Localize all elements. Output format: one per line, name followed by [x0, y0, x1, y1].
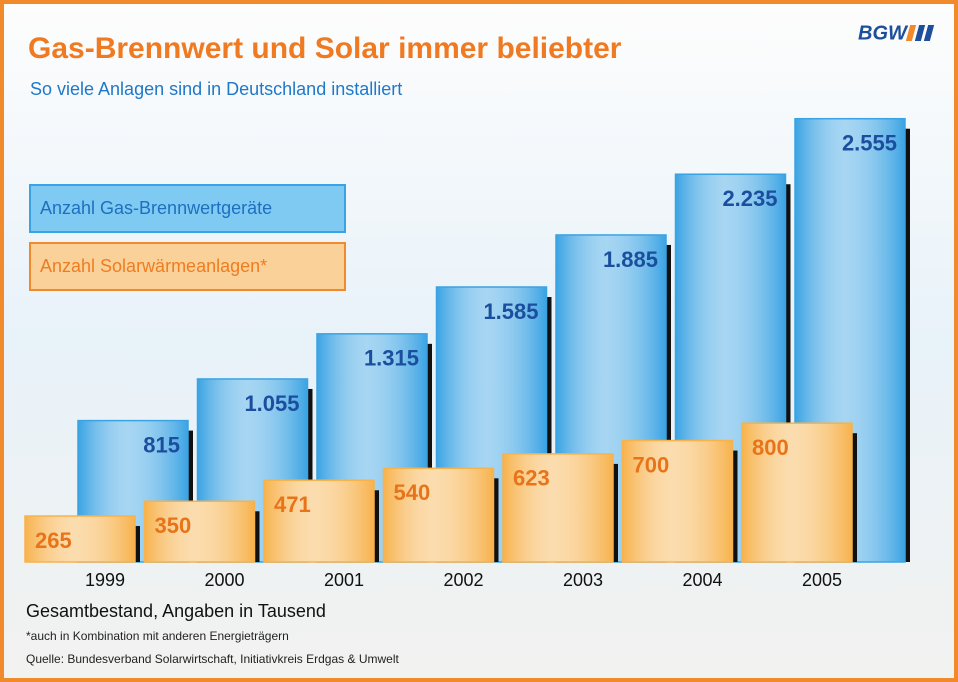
- source: Quelle: Bundesverband Solarwirtschaft, I…: [26, 652, 399, 666]
- value-label: 700: [633, 452, 670, 477]
- value-label: 815: [143, 432, 180, 457]
- value-label: 1.585: [483, 299, 538, 324]
- x-tick-label: 2001: [324, 570, 364, 590]
- x-tick-label: 2003: [563, 570, 603, 590]
- value-label: 265: [35, 528, 72, 553]
- value-label: 623: [513, 466, 550, 491]
- value-label: 350: [155, 513, 192, 538]
- legend-label: Anzahl Solarwärmeanlagen*: [40, 256, 267, 276]
- value-label: 1.315: [364, 346, 419, 371]
- note: Gesamtbestand, Angaben in Tausend: [26, 601, 326, 621]
- logo: BGW: [858, 22, 909, 44]
- x-tick-label: 2002: [443, 570, 483, 590]
- chart: Gas-Brennwert und Solar immer beliebter …: [0, 0, 958, 682]
- x-tick-label: 1999: [85, 570, 125, 590]
- value-label: 1.055: [244, 391, 299, 416]
- value-label: 540: [394, 480, 431, 505]
- value-label: 800: [752, 435, 789, 460]
- x-tick-label: 2004: [682, 570, 722, 590]
- footnote: *auch in Kombination mit anderen Energie…: [26, 629, 289, 643]
- chart-title: Gas-Brennwert und Solar immer beliebter: [28, 32, 622, 65]
- x-tick-label: 2005: [802, 570, 842, 590]
- legend-label: Anzahl Gas-Brennwertgeräte: [40, 198, 272, 218]
- x-tick-label: 2000: [204, 570, 244, 590]
- chart-subtitle: So viele Anlagen sind in Deutschland ins…: [30, 79, 402, 99]
- value-label: 2.555: [842, 131, 897, 156]
- value-label: 471: [274, 492, 311, 517]
- value-label: 1.885: [603, 247, 658, 272]
- value-label: 2.235: [722, 186, 777, 211]
- logo-stripes: [906, 25, 934, 41]
